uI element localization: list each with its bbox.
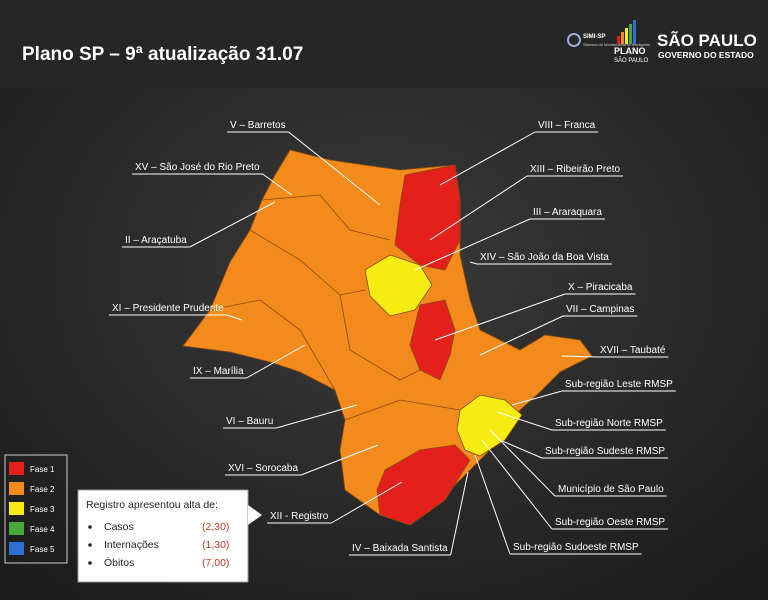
leader-line	[481, 439, 553, 530]
title: Plano SP – 9ª atualização 31.07	[22, 44, 303, 65]
plano-sub: SÃO PAULO	[614, 57, 649, 64]
region-label: III – Araraquara	[533, 207, 602, 218]
note-item-label: Casos	[104, 521, 134, 533]
note-item-label: Internações	[104, 539, 159, 551]
region-label: Sub-região Sudoeste RMSP	[513, 542, 639, 553]
region-label: II – Araçatuba	[125, 235, 187, 246]
region-phase-1	[394, 164, 461, 271]
leader-line	[262, 173, 293, 196]
gov-logo: SÃO PAULO	[657, 30, 757, 50]
simi-icon	[567, 33, 581, 47]
leader-line	[300, 444, 379, 476]
region-label: IV – Baixada Santista	[352, 543, 448, 554]
region-label: XV – São José do Rio Preto	[135, 162, 260, 173]
region-phase-1	[409, 299, 456, 381]
legend-label: Fase 4	[30, 525, 55, 534]
simi-sub: Sistema de Monitoramento Inteligente	[583, 42, 651, 47]
legend-swatch	[9, 462, 24, 475]
region-label: Sub-região Leste RMSP	[565, 379, 673, 390]
region-label: XII - Registro	[270, 511, 329, 522]
legend-swatch	[9, 522, 24, 535]
legend-box	[4, 454, 68, 564]
note-item-value: (2,30)	[202, 521, 229, 533]
leader-line	[429, 175, 528, 241]
leader-line	[439, 131, 536, 186]
region-label: VII – Campinas	[566, 304, 634, 315]
leader-line	[288, 131, 381, 206]
region-label: Município de São Paulo	[558, 484, 664, 495]
legend-label: Fase 2	[30, 485, 55, 494]
note-box	[77, 489, 249, 583]
region-phase-1	[376, 444, 471, 526]
region-border	[209, 299, 336, 391]
leader-line	[450, 471, 469, 556]
note-item-label: Óbitos	[104, 556, 134, 569]
region-label: VIII – Franca	[538, 120, 596, 131]
leader-line	[226, 314, 243, 321]
region-phase-3	[456, 394, 523, 457]
leader-line	[489, 429, 556, 497]
region-label: VI – Bauru	[226, 416, 273, 427]
note-item-value: (7,00)	[202, 557, 229, 569]
note-items: Casos (2,30) Internações (1,30) Óbitos (7,00)	[88, 521, 229, 569]
leader-line	[561, 355, 598, 358]
legend-label: Fase 1	[30, 465, 55, 474]
region-labels: V – Barretos XV – São José do Rio Preto II…	[109, 120, 676, 556]
leader-line	[479, 315, 564, 356]
region-label: Sub-região Oeste RMSP	[555, 517, 665, 528]
region-label: X – Piracicaba	[568, 282, 633, 293]
leader-line	[331, 481, 403, 524]
leader-line	[474, 454, 511, 555]
plano-logo: PLANO	[614, 46, 646, 56]
leader-line	[499, 439, 543, 459]
region-label: XI – Presidente Prudente	[112, 303, 224, 314]
region-border	[339, 294, 421, 381]
note-title: Registro apresentou alta de:	[86, 499, 218, 511]
region-label: Sub-região Sudeste RMSP	[545, 446, 665, 457]
region-border	[344, 399, 461, 421]
legend-label: Fase 5	[30, 545, 55, 554]
legend-swatch	[9, 502, 24, 515]
leader-line	[414, 218, 531, 271]
leader-line	[511, 390, 563, 406]
region-label: XVII – Taubaté	[600, 345, 666, 356]
region-label: XIII – Ribeirão Preto	[530, 164, 620, 175]
leader-line	[469, 261, 478, 265]
region-border	[249, 229, 366, 296]
legend-swatch	[9, 542, 24, 555]
leader-line	[189, 201, 276, 248]
bullet	[88, 525, 92, 529]
bullet	[88, 561, 92, 565]
note-item-value: (1,30)	[202, 539, 229, 551]
leader-line	[434, 293, 566, 341]
legend-label: Fase 3	[30, 505, 55, 514]
note-pointer	[248, 505, 262, 525]
region-label: Sub-região Norte RMSP	[555, 418, 663, 429]
header-bar	[0, 0, 768, 88]
leader-line	[496, 411, 553, 431]
leader-line	[276, 404, 358, 429]
region-label: V – Barretos	[230, 120, 286, 131]
legend-swatch	[9, 482, 24, 495]
plano-bars	[617, 20, 636, 44]
legend: Fase 1 Fase 2 Fase 3 Fase 4 Fase 5	[9, 462, 55, 555]
leader-line	[246, 344, 306, 379]
region-label: XVI – Sorocaba	[228, 463, 298, 474]
region-label: XIV – São João da Boa Vista	[480, 252, 609, 263]
gov-sub: GOVERNO DO ESTADO	[658, 50, 754, 60]
bullet	[88, 543, 92, 547]
map	[182, 149, 593, 526]
simi-logo: SIMI-SP	[583, 34, 605, 40]
region-border	[261, 194, 391, 241]
region-label: IX – Marília	[193, 366, 244, 377]
